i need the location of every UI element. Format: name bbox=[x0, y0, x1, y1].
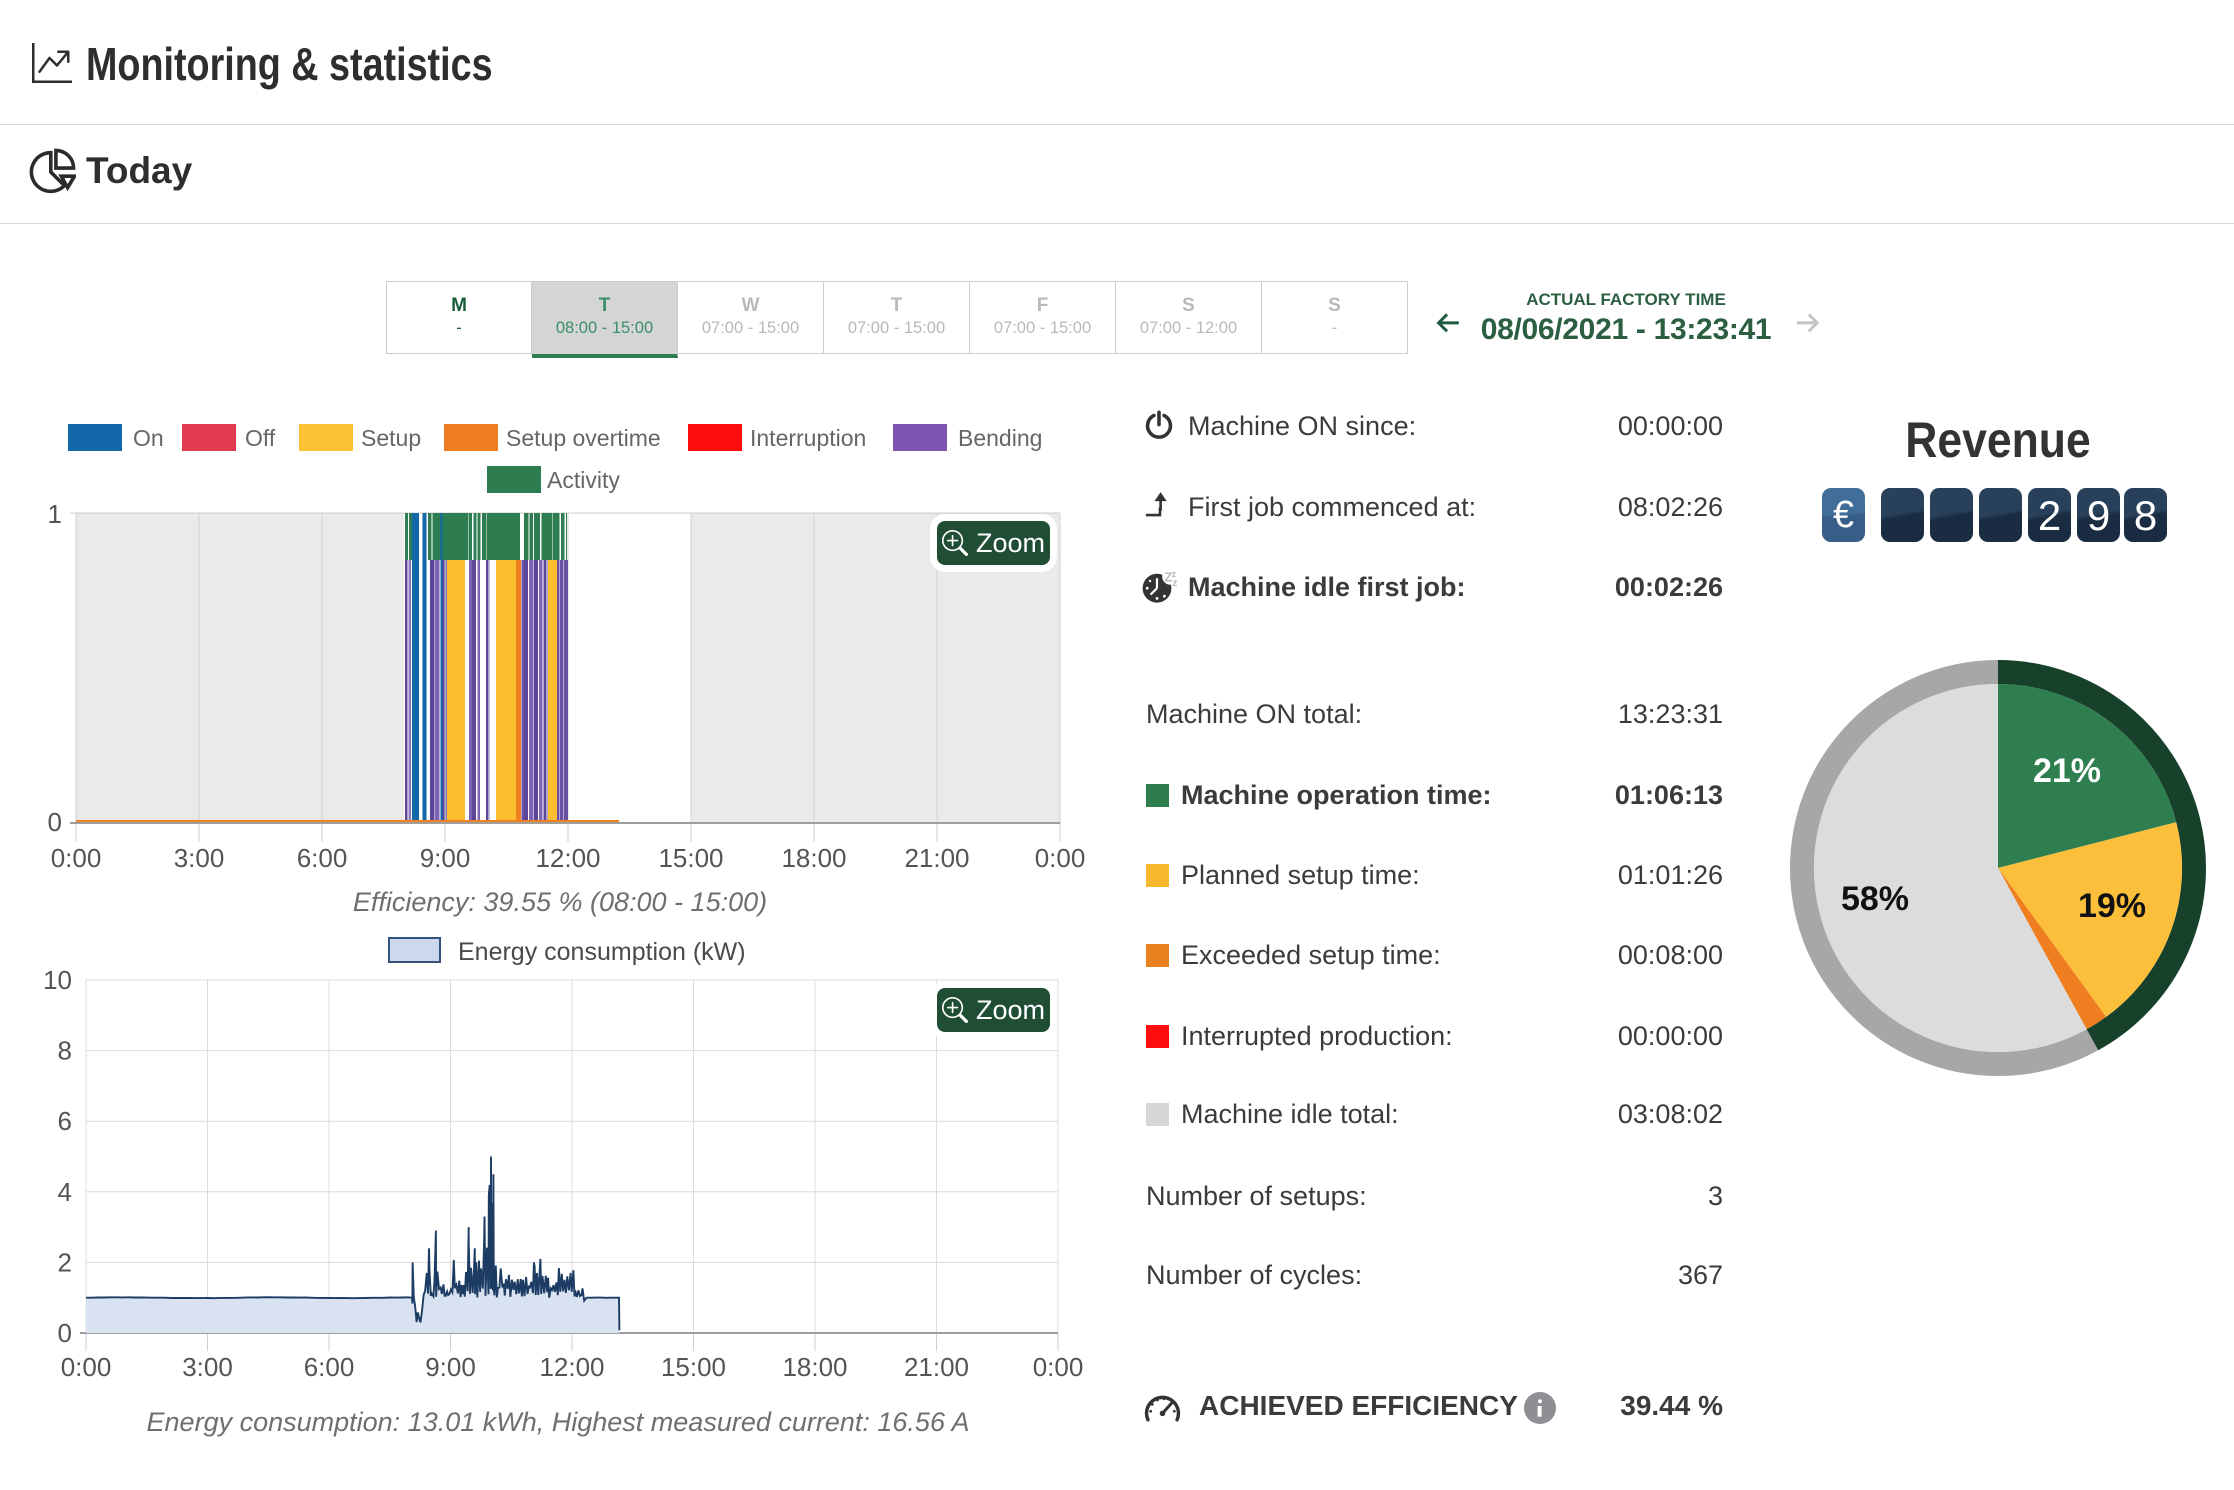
svg-text:0: 0 bbox=[58, 1318, 72, 1348]
svg-text:1: 1 bbox=[48, 499, 62, 529]
svg-text:Energy consumption: 13.01 kWh,: Energy consumption: 13.01 kWh, Highest m… bbox=[147, 1407, 970, 1437]
svg-text:9:00: 9:00 bbox=[425, 1352, 476, 1382]
svg-text:6:00: 6:00 bbox=[297, 843, 348, 873]
svg-text:0: 0 bbox=[48, 807, 62, 837]
svg-text:12:00: 12:00 bbox=[539, 1352, 604, 1382]
svg-text:15:00: 15:00 bbox=[661, 1352, 726, 1382]
svg-text:0:00: 0:00 bbox=[61, 1352, 112, 1382]
svg-text:12:00: 12:00 bbox=[535, 843, 600, 873]
svg-text:z: z bbox=[1172, 578, 1177, 589]
svg-text:58%: 58% bbox=[1841, 880, 1909, 918]
svg-text:0:00: 0:00 bbox=[1035, 843, 1086, 873]
svg-text:21%: 21% bbox=[2033, 752, 2101, 790]
svg-text:6:00: 6:00 bbox=[304, 1352, 355, 1382]
svg-text:10: 10 bbox=[43, 965, 72, 995]
svg-text:9:00: 9:00 bbox=[420, 843, 471, 873]
svg-text:21:00: 21:00 bbox=[904, 1352, 969, 1382]
svg-text:15:00: 15:00 bbox=[658, 843, 723, 873]
svg-text:2: 2 bbox=[58, 1247, 72, 1277]
svg-text:18:00: 18:00 bbox=[782, 1352, 847, 1382]
svg-text:6: 6 bbox=[58, 1106, 72, 1136]
svg-text:0:00: 0:00 bbox=[1033, 1352, 1084, 1382]
svg-text:19%: 19% bbox=[2078, 887, 2146, 925]
svg-text:Efficiency: 39.55 % (08:00 - 1: Efficiency: 39.55 % (08:00 - 15:00) bbox=[353, 887, 767, 917]
svg-text:21:00: 21:00 bbox=[904, 843, 969, 873]
svg-text:4: 4 bbox=[58, 1177, 72, 1207]
svg-text:0:00: 0:00 bbox=[51, 843, 102, 873]
svg-text:Z: Z bbox=[1164, 571, 1172, 584]
svg-text:z: z bbox=[1172, 571, 1177, 579]
svg-text:8: 8 bbox=[58, 1036, 72, 1066]
svg-text:3:00: 3:00 bbox=[182, 1352, 233, 1382]
svg-text:18:00: 18:00 bbox=[781, 843, 846, 873]
svg-text:3:00: 3:00 bbox=[174, 843, 225, 873]
